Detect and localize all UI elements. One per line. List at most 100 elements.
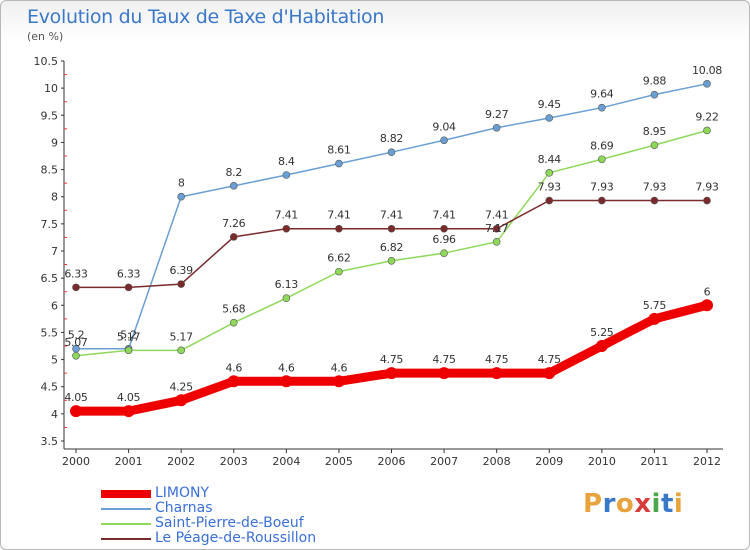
data-point xyxy=(124,283,133,292)
data-label: 8 xyxy=(178,177,185,190)
x-tick-label: 2000 xyxy=(62,455,90,468)
data-point xyxy=(175,394,188,407)
data-point xyxy=(229,318,238,327)
y-tick-label: 5.5 xyxy=(41,326,59,339)
data-label: 7.41 xyxy=(327,209,350,222)
data-point xyxy=(492,123,501,132)
data-point xyxy=(490,367,503,380)
data-label: 9.88 xyxy=(643,75,667,88)
data-point xyxy=(177,280,185,288)
data-label: 4.75 xyxy=(538,353,562,366)
data-point xyxy=(282,224,291,233)
data-label: 4.05 xyxy=(117,391,141,404)
data-label: 7.93 xyxy=(538,181,562,194)
data-label: 7.93 xyxy=(643,181,667,194)
y-tick-label: 7 xyxy=(51,245,58,258)
logo-letter: r xyxy=(602,489,616,519)
y-tick-label: 9.5 xyxy=(41,109,59,122)
data-label: 6.96 xyxy=(432,233,456,246)
data-label: 7.41 xyxy=(485,209,508,222)
data-point xyxy=(701,299,713,312)
data-point xyxy=(282,171,291,179)
y-tick-label: 5 xyxy=(51,354,58,367)
y-tick-label: 9 xyxy=(51,136,58,149)
data-label: 7.93 xyxy=(695,181,719,194)
data-label: 7.93 xyxy=(590,181,614,194)
data-label: 8.95 xyxy=(643,125,667,138)
data-point xyxy=(387,224,396,233)
data-point xyxy=(440,136,448,145)
data-label: 4.75 xyxy=(380,353,404,366)
y-tick-label: 8 xyxy=(51,191,58,204)
data-label: 4.25 xyxy=(170,380,194,393)
data-label: 8.82 xyxy=(380,132,403,145)
data-point xyxy=(280,375,293,388)
data-point xyxy=(543,367,556,380)
data-label: 6.33 xyxy=(64,267,88,280)
y-tick-label: 4.5 xyxy=(41,381,59,394)
data-label: 7.41 xyxy=(380,209,403,222)
legend-swatch xyxy=(101,490,151,498)
data-point xyxy=(385,367,398,380)
data-point xyxy=(598,196,606,205)
logo-letter: i xyxy=(673,489,684,519)
y-tick-label: 4 xyxy=(51,408,58,421)
data-point xyxy=(650,141,659,149)
data-label: 6.33 xyxy=(117,267,141,280)
data-label: 6.13 xyxy=(275,278,299,291)
data-point xyxy=(650,196,659,205)
data-point xyxy=(598,155,606,164)
data-label: 5.17 xyxy=(117,330,141,343)
data-label: 7.26 xyxy=(222,217,246,230)
data-label: 4.6 xyxy=(225,361,242,374)
legend-label: Le Péage-de-Roussillon xyxy=(155,530,317,546)
logo-letter: o xyxy=(615,489,635,519)
legend-swatch xyxy=(101,508,151,510)
logo-letter: P xyxy=(583,489,603,519)
data-label: 5.2 xyxy=(68,329,85,342)
data-label: 9.64 xyxy=(590,88,614,101)
data-label: 6.82 xyxy=(380,241,403,254)
data-label: 6.39 xyxy=(170,264,194,277)
data-label: 5.07 xyxy=(64,336,88,349)
data-point xyxy=(440,224,448,233)
data-point xyxy=(122,405,135,418)
data-point xyxy=(282,294,291,303)
proxiti-logo: Proxiti xyxy=(583,489,683,519)
data-point xyxy=(492,224,501,233)
x-tick-label: 2008 xyxy=(483,455,511,468)
data-label: 7.41 xyxy=(275,209,298,222)
data-point xyxy=(387,148,396,156)
data-point xyxy=(335,159,343,168)
data-label: 8.4 xyxy=(278,155,295,168)
data-point xyxy=(438,367,451,380)
data-point xyxy=(387,256,396,265)
logo-letter: x xyxy=(634,489,652,519)
data-point xyxy=(703,126,711,135)
data-point xyxy=(229,233,238,241)
y-tick-label: 10.5 xyxy=(34,55,59,68)
data-label: 4.05 xyxy=(64,391,88,404)
x-tick-label: 2005 xyxy=(325,455,353,468)
data-point xyxy=(70,405,82,418)
x-tick-label: 2007 xyxy=(430,455,458,468)
data-label: 5.68 xyxy=(222,303,246,316)
data-label: 7.41 xyxy=(432,209,455,222)
x-tick-label: 2009 xyxy=(535,455,563,468)
data-label: 8.69 xyxy=(590,139,614,152)
data-label: 5.25 xyxy=(590,326,614,339)
x-tick-label: 2010 xyxy=(588,455,616,468)
y-tick-label: 6 xyxy=(51,299,58,312)
data-label: 10.08 xyxy=(692,64,722,77)
data-point xyxy=(545,196,554,205)
y-tick-label: 6.5 xyxy=(41,272,59,285)
chart-subtitle: (en %) xyxy=(27,30,64,43)
data-point xyxy=(124,346,133,355)
chart-title: Evolution du Taux de Taxe d'Habitation xyxy=(27,6,385,28)
data-label: 4.6 xyxy=(278,361,295,374)
data-point xyxy=(72,283,80,292)
legend-swatch xyxy=(101,538,151,540)
data-label: 8.44 xyxy=(538,153,562,166)
data-point xyxy=(545,114,554,122)
